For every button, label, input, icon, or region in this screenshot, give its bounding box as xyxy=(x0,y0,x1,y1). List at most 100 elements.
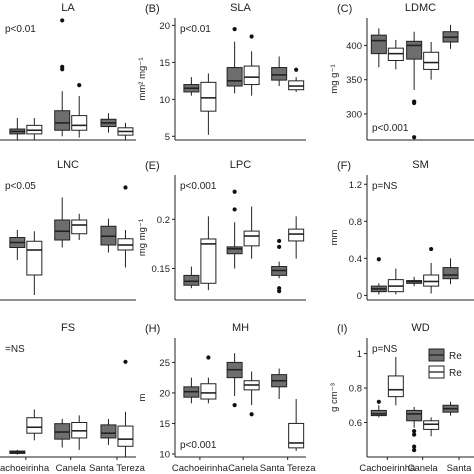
box-iqr xyxy=(370,34,387,55)
outlier-point xyxy=(60,18,65,23)
outlier-point xyxy=(376,399,381,404)
y-tick-label: 15 xyxy=(159,419,170,430)
box-remnant xyxy=(442,401,459,416)
outlier-point xyxy=(277,244,282,249)
box-iqr xyxy=(226,67,243,87)
x-category-label: Cachoeirinha xyxy=(359,463,416,474)
box-remnant xyxy=(100,113,117,133)
panel-letter: (I) xyxy=(337,323,347,335)
p-value-label: p<0.01 xyxy=(5,24,36,35)
y-tick-label: 0.6 xyxy=(349,418,362,429)
panel-title: LPC xyxy=(230,159,251,171)
box-restored xyxy=(71,213,88,240)
y-tick-label: 20 xyxy=(159,21,170,32)
box-remnant xyxy=(370,28,387,68)
p-value-label: p<0.01 xyxy=(180,24,211,35)
box-remnant xyxy=(226,26,243,94)
box-remnant xyxy=(183,266,200,289)
y-axis-label: g cm⁻³ xyxy=(329,383,340,412)
box-remnant xyxy=(271,368,288,400)
panel-title: LDMC xyxy=(405,2,436,14)
y-tick-label: 10 xyxy=(159,95,170,106)
outlier-point xyxy=(232,26,237,32)
box-restored xyxy=(288,216,305,259)
y-tick-label: 1 xyxy=(357,349,362,360)
box-remnant xyxy=(271,56,288,87)
panel-title: FS xyxy=(61,322,75,334)
outlier-point xyxy=(123,359,128,364)
y-tick-label: 15 xyxy=(159,58,170,69)
box-remnant xyxy=(370,399,387,418)
outlier-point xyxy=(60,67,65,72)
p-value-label: p<0.001 xyxy=(180,181,217,192)
box-remnant xyxy=(100,418,117,446)
box-iqr xyxy=(100,424,117,439)
p-value-label: =NS xyxy=(5,344,25,355)
box-iqr xyxy=(423,274,440,287)
y-tick-label: 0.15 xyxy=(152,264,171,275)
box-remnant xyxy=(9,118,26,140)
box-remnant xyxy=(271,238,288,294)
box-restored xyxy=(243,371,260,417)
box-remnant xyxy=(406,276,423,287)
box-restored xyxy=(288,67,305,92)
panel-title: SLA xyxy=(230,2,251,14)
panel-letter: (B) xyxy=(145,3,160,15)
box-remnant xyxy=(9,230,26,260)
box-restored xyxy=(288,399,305,451)
x-category-label: Cachoeirinha xyxy=(172,463,229,474)
box-iqr xyxy=(271,67,288,81)
outlier-point xyxy=(412,135,417,140)
outlier-point xyxy=(412,429,417,434)
box-restored xyxy=(387,356,404,406)
y-tick-label: 25 xyxy=(159,358,170,369)
y-axis-label: mm² mg⁻¹ xyxy=(137,57,148,100)
y-tick-label: 0.8 xyxy=(349,384,362,395)
box-restored xyxy=(117,122,134,140)
panel-lnc: LNC p<0.05 xyxy=(0,159,136,301)
x-category-label: Santa xyxy=(447,463,473,474)
y-tick-label: 300 xyxy=(346,109,362,120)
box-restored xyxy=(200,73,217,135)
p-value-label: p<0.05 xyxy=(5,181,36,192)
x-category-label: achoeirinha xyxy=(0,463,50,474)
outlier-point xyxy=(412,448,417,453)
box-iqr xyxy=(288,422,305,449)
outlier-point xyxy=(412,432,417,437)
outlier-point xyxy=(77,83,82,88)
outlier-point xyxy=(429,246,434,252)
p-value-label: p=NS xyxy=(372,181,398,192)
box-restored xyxy=(387,39,404,70)
outlier-point xyxy=(206,355,211,360)
box-remnant xyxy=(406,406,423,453)
y-tick-label: 400 xyxy=(346,41,362,52)
box-restored xyxy=(243,34,260,96)
box-remnant xyxy=(370,257,387,295)
box-restored xyxy=(117,359,134,457)
box-iqr xyxy=(54,219,71,241)
box-iqr xyxy=(423,420,440,430)
y-axis-label: mg mg⁻¹ xyxy=(137,219,148,256)
panel-title: MH xyxy=(232,322,249,334)
outlier-point xyxy=(277,289,282,294)
y-tick-label: 10 xyxy=(159,449,170,460)
box-remnant xyxy=(183,377,200,404)
x-category-label: Canela xyxy=(408,463,439,474)
box-iqr xyxy=(406,409,423,422)
p-value-label: p<0.001 xyxy=(180,440,217,451)
panel-title: LNC xyxy=(57,159,79,171)
box-iqr xyxy=(423,51,440,70)
box-iqr xyxy=(200,383,217,400)
y-axis-label: mg g⁻¹ xyxy=(329,64,340,93)
box-iqr xyxy=(71,219,88,235)
y-axis-label: mm xyxy=(329,230,340,246)
panel-letter: (H) xyxy=(145,323,160,335)
x-category-label: Canela xyxy=(56,463,87,474)
box-remnant xyxy=(9,449,26,455)
box-restored xyxy=(423,246,440,294)
box-iqr xyxy=(183,274,200,286)
box-iqr xyxy=(54,110,71,131)
box-iqr xyxy=(71,115,88,131)
panel-title: LA xyxy=(61,2,75,14)
outlier-point xyxy=(123,185,128,190)
